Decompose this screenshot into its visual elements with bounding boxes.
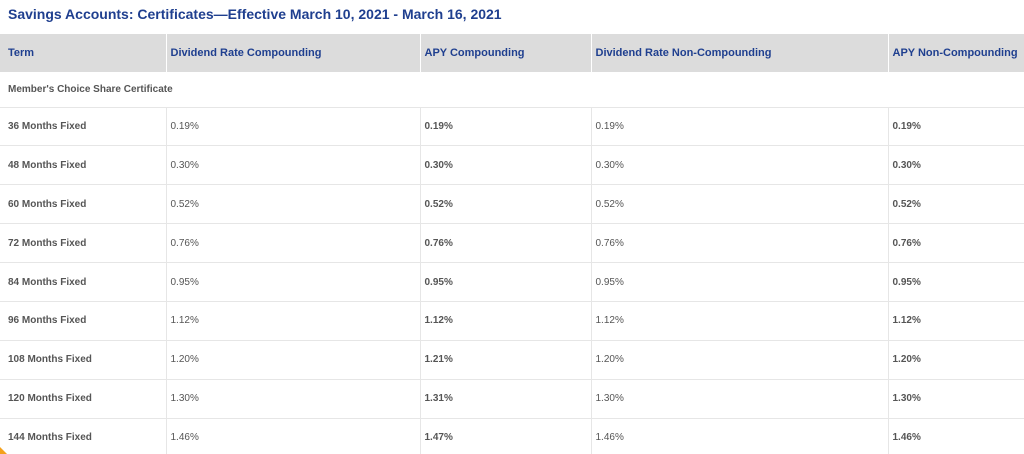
- column-header-dividend-rate-non-compounding: Dividend Rate Non-Compounding: [590, 34, 888, 72]
- dividend-rate-compounding-cell: 0.30%: [165, 145, 420, 186]
- apy-compounding-cell: 0.19%: [419, 107, 591, 147]
- table-row: 120 Months Fixed 1.30% 1.31% 1.30% 1.30%: [0, 379, 1024, 419]
- apy-non-compounding-cell: 0.30%: [887, 145, 1024, 186]
- apy-non-compounding-cell: 0.19%: [887, 107, 1024, 147]
- apy-compounding-cell: 0.76%: [419, 223, 591, 264]
- table-row: 48 Months Fixed 0.30% 0.30% 0.30% 0.30%: [0, 145, 1024, 186]
- apy-non-compounding-cell: 1.30%: [887, 379, 1024, 419]
- dividend-rate-compounding-cell: 1.12%: [165, 301, 420, 341]
- term-cell: 108 Months Fixed: [0, 340, 166, 380]
- term-cell: 36 Months Fixed: [0, 107, 166, 147]
- table-row: 96 Months Fixed 1.12% 1.12% 1.12% 1.12%: [0, 301, 1024, 341]
- group-label: Member's Choice Share Certificate: [0, 72, 1024, 108]
- dividend-rate-non-compounding-cell: 0.76%: [590, 223, 888, 264]
- dividend-rate-compounding-cell: 0.52%: [165, 184, 420, 225]
- column-header-dividend-rate-compounding: Dividend Rate Compounding: [165, 34, 420, 72]
- apy-compounding-cell: 1.21%: [419, 340, 591, 380]
- column-header-term: Term: [8, 47, 35, 59]
- term-cell: 144 Months Fixed: [0, 418, 166, 454]
- term-cell: 72 Months Fixed: [0, 223, 166, 264]
- table-row: 60 Months Fixed 0.52% 0.52% 0.52% 0.52%: [0, 184, 1024, 225]
- dividend-rate-compounding-cell: 1.20%: [165, 340, 420, 380]
- apy-compounding-cell: 1.47%: [419, 418, 591, 454]
- dividend-rate-non-compounding-cell: 0.95%: [590, 262, 888, 302]
- page-title: Savings Accounts: Certificates—Effective…: [8, 6, 502, 22]
- dividend-rate-compounding-cell: 0.95%: [165, 262, 420, 302]
- dividend-rate-non-compounding-cell: 1.46%: [590, 418, 888, 454]
- column-header-apy-compounding: APY Compounding: [419, 34, 591, 72]
- term-cell: 48 Months Fixed: [0, 145, 166, 186]
- apy-non-compounding-cell: 0.95%: [887, 262, 1024, 302]
- apy-non-compounding-cell: 1.12%: [887, 301, 1024, 341]
- dividend-rate-non-compounding-cell: 0.52%: [590, 184, 888, 225]
- apy-non-compounding-cell: 0.52%: [887, 184, 1024, 225]
- term-cell: 84 Months Fixed: [0, 262, 166, 302]
- apy-non-compounding-cell: 1.46%: [887, 418, 1024, 454]
- apy-compounding-cell: 1.31%: [419, 379, 591, 419]
- dividend-rate-non-compounding-cell: 1.30%: [590, 379, 888, 419]
- apy-compounding-cell: 1.12%: [419, 301, 591, 341]
- apy-compounding-cell: 0.52%: [419, 184, 591, 225]
- term-cell: 96 Months Fixed: [0, 301, 166, 341]
- apy-non-compounding-cell: 0.76%: [887, 223, 1024, 264]
- corner-accent-mark: [0, 447, 7, 454]
- dividend-rate-non-compounding-cell: 0.30%: [590, 145, 888, 186]
- table-row: 108 Months Fixed 1.20% 1.21% 1.20% 1.20%: [0, 340, 1024, 380]
- apy-compounding-cell: 0.95%: [419, 262, 591, 302]
- table-row: 84 Months Fixed 0.95% 0.95% 0.95% 0.95%: [0, 262, 1024, 302]
- table-header-row: Term Dividend Rate Compounding APY Compo…: [0, 34, 1024, 72]
- dividend-rate-compounding-cell: 0.19%: [165, 107, 420, 147]
- group-row: Member's Choice Share Certificate: [0, 72, 1024, 108]
- table-row: 144 Months Fixed 1.46% 1.47% 1.46% 1.46%: [0, 418, 1024, 454]
- apy-compounding-cell: 0.30%: [419, 145, 591, 186]
- dividend-rate-non-compounding-cell: 0.19%: [590, 107, 888, 147]
- column-header-apy-non-compounding: APY Non-Compounding: [887, 34, 1024, 72]
- dividend-rate-compounding-cell: 1.30%: [165, 379, 420, 419]
- dividend-rate-compounding-cell: 0.76%: [165, 223, 420, 264]
- table-row: 36 Months Fixed 0.19% 0.19% 0.19% 0.19%: [0, 107, 1024, 147]
- table-row: 72 Months Fixed 0.76% 0.76% 0.76% 0.76%: [0, 223, 1024, 264]
- term-cell: 60 Months Fixed: [0, 184, 166, 225]
- dividend-rate-non-compounding-cell: 1.12%: [590, 301, 888, 341]
- dividend-rate-non-compounding-cell: 1.20%: [590, 340, 888, 380]
- apy-non-compounding-cell: 1.20%: [887, 340, 1024, 380]
- certificate-rates-table: Term Dividend Rate Compounding APY Compo…: [0, 34, 1024, 454]
- dividend-rate-compounding-cell: 1.46%: [165, 418, 420, 454]
- term-cell: 120 Months Fixed: [0, 379, 166, 419]
